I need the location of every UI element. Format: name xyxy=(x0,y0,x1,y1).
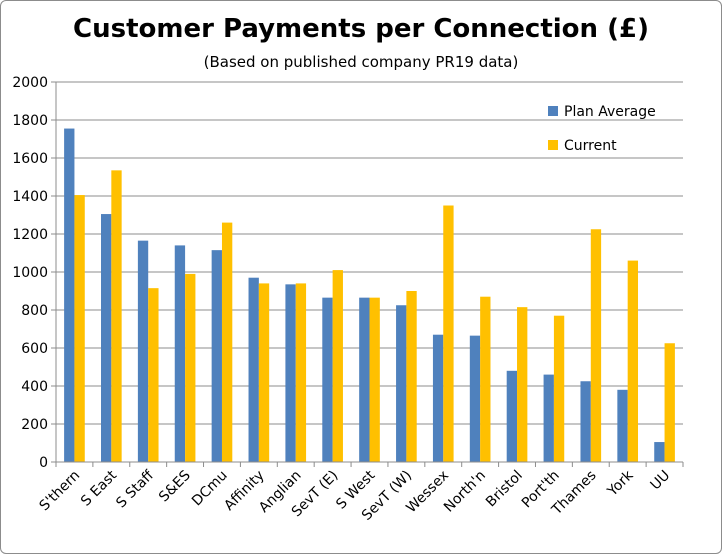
legend: Plan Average Current xyxy=(548,104,656,154)
bar-current xyxy=(369,297,380,462)
bar-current xyxy=(221,222,233,462)
bar-current xyxy=(664,343,675,462)
y-tick-label: 1600 xyxy=(12,151,48,167)
legend-swatch xyxy=(548,106,558,116)
x-category-label: S East xyxy=(78,467,120,509)
bar-plan-average xyxy=(469,335,481,462)
y-tick-label: 600 xyxy=(21,341,48,357)
bar-current xyxy=(443,205,454,462)
y-tick-label: 1200 xyxy=(12,227,48,243)
x-category-label: Bristol xyxy=(483,468,526,511)
legend-label: Plan Average xyxy=(564,104,656,120)
chart-title: Customer Payments per Connection (£) xyxy=(73,14,649,44)
bar-current xyxy=(553,315,565,462)
bar-plan-average xyxy=(174,245,186,462)
bar-current xyxy=(590,229,602,462)
legend-item: Plan Average xyxy=(548,104,656,120)
bar-plan-average xyxy=(654,442,665,462)
bars xyxy=(64,128,675,463)
x-category-label: S&ES xyxy=(156,467,194,505)
bar-plan-average xyxy=(322,297,333,462)
legend-label: Current xyxy=(564,138,617,154)
chart-subtitle: (Based on published company PR19 data) xyxy=(203,53,519,71)
bar-current xyxy=(74,195,85,463)
y-tick-label: 1800 xyxy=(12,113,48,129)
x-category-label: S'thern xyxy=(37,468,84,515)
bar-plan-average xyxy=(285,284,296,462)
bar-plan-average xyxy=(396,305,407,462)
bar-current xyxy=(111,170,122,462)
bar-plan-average xyxy=(101,214,112,462)
x-category-label: York xyxy=(604,467,637,500)
y-tick-label: 0 xyxy=(39,455,48,471)
bar-current xyxy=(517,307,528,462)
bar-plan-average xyxy=(432,334,444,462)
legend-swatch xyxy=(548,140,558,150)
y-tick-label: 1400 xyxy=(12,189,48,205)
axes xyxy=(55,82,684,467)
bar-plan-average xyxy=(506,370,518,462)
y-axis-ticks: 0 200 400 600 800 1000 1200 1400 1600 1800 2000 xyxy=(12,75,56,471)
bar-plan-average xyxy=(137,240,149,462)
bar-current xyxy=(258,283,270,462)
x-category-label: UU xyxy=(648,468,674,494)
bar-current xyxy=(627,260,639,462)
bar-current xyxy=(480,296,491,462)
bar-plan-average xyxy=(543,374,554,462)
bar-current xyxy=(406,291,417,462)
bar-plan-average xyxy=(617,389,628,462)
x-category-label: North'n xyxy=(441,468,489,516)
bar-plan-average xyxy=(64,128,75,463)
bar-current xyxy=(185,273,196,462)
bar-plan-average xyxy=(580,381,591,462)
y-tick-label: 800 xyxy=(21,303,48,319)
x-category-label: S Staff xyxy=(113,467,157,511)
y-tick-label: 400 xyxy=(21,379,48,395)
legend-item: Current xyxy=(548,138,617,154)
bar-current xyxy=(295,283,307,462)
bar-plan-average xyxy=(248,277,259,462)
y-tick-label: 1000 xyxy=(12,265,48,281)
bar-plan-average xyxy=(359,297,370,462)
y-tick-label: 2000 xyxy=(12,75,48,91)
bar-current xyxy=(148,288,159,462)
bar-plan-average xyxy=(211,250,222,462)
bar-current xyxy=(332,270,343,462)
y-tick-label: 200 xyxy=(21,417,48,433)
